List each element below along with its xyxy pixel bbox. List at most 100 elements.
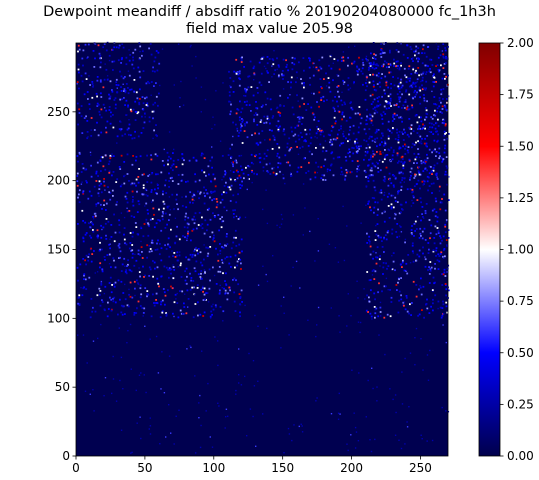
heatmap-cell xyxy=(273,50,275,52)
heatmap-cell xyxy=(78,304,81,306)
heatmap-cell xyxy=(369,169,372,172)
heatmap-cell xyxy=(144,325,146,327)
heatmap-cell xyxy=(241,107,244,110)
heatmap-cell xyxy=(370,135,373,138)
heatmap-cell xyxy=(119,70,121,73)
heatmap-cell xyxy=(400,203,403,206)
heatmap-cell xyxy=(348,138,351,141)
heatmap-cell xyxy=(437,230,440,232)
heatmap-cell xyxy=(149,248,152,250)
heatmap-cell xyxy=(373,153,376,156)
heatmap-cell xyxy=(433,76,436,79)
heatmap-cell xyxy=(176,193,178,196)
heatmap-cell xyxy=(136,211,139,213)
heatmap-cell xyxy=(337,59,339,62)
heatmap-cell xyxy=(446,271,449,273)
heatmap-cell xyxy=(250,153,253,156)
heatmap-cell xyxy=(444,133,446,135)
heatmap-cell xyxy=(437,139,439,142)
heatmap-cell xyxy=(405,262,408,265)
heatmap-cell xyxy=(390,194,393,197)
heatmap-cell xyxy=(379,306,382,309)
heatmap-cell xyxy=(225,181,227,184)
heatmap-cell xyxy=(137,135,140,138)
heatmap-cell xyxy=(194,375,196,377)
heatmap-cell xyxy=(300,78,302,80)
heatmap-cell xyxy=(373,98,376,101)
heatmap-cell xyxy=(358,372,360,374)
heatmap-cell xyxy=(392,128,394,131)
heatmap-cell xyxy=(124,195,127,198)
heatmap-cell xyxy=(438,99,441,102)
heatmap-cell xyxy=(112,195,114,197)
heatmap-cell xyxy=(114,281,117,284)
heatmap-cell xyxy=(192,280,195,282)
heatmap-cell xyxy=(428,148,431,151)
heatmap-cell xyxy=(100,203,102,206)
heatmap-cell xyxy=(447,95,450,98)
heatmap-cell xyxy=(369,158,372,161)
heatmap-cell xyxy=(435,247,438,249)
heatmap-cell xyxy=(107,163,110,165)
heatmap-cell xyxy=(417,140,419,143)
heatmap-cell xyxy=(434,109,436,112)
heatmap-cell xyxy=(393,217,396,220)
heatmap-cell xyxy=(191,218,194,221)
heatmap-cell xyxy=(353,81,355,84)
heatmap-cell xyxy=(376,111,379,114)
heatmap-cell xyxy=(405,108,408,111)
heatmap-cell xyxy=(356,168,359,170)
heatmap-cell xyxy=(235,279,237,282)
heatmap-cell xyxy=(370,122,373,124)
heatmap-cell xyxy=(367,143,370,146)
heatmap-cell xyxy=(301,123,303,125)
heatmap-cell xyxy=(403,128,405,131)
heatmap-cell xyxy=(397,106,400,108)
heatmap-cell xyxy=(340,60,343,62)
heatmap-cell xyxy=(76,266,79,269)
heatmap-cell xyxy=(354,447,357,449)
heatmap-cell xyxy=(415,284,418,286)
heatmap-cell xyxy=(324,158,327,161)
heatmap-cell xyxy=(429,126,431,129)
heatmap-cell xyxy=(356,170,359,173)
heatmap-cell xyxy=(246,121,248,124)
heatmap-cell xyxy=(369,243,371,245)
heatmap-cell xyxy=(425,55,428,58)
heatmap-cell xyxy=(327,77,330,79)
heatmap-cell xyxy=(417,127,420,130)
heatmap-cell xyxy=(89,151,92,154)
heatmap-cell xyxy=(378,236,380,239)
heatmap-cell xyxy=(278,65,280,68)
heatmap-cell xyxy=(440,64,442,67)
heatmap-cell xyxy=(177,183,180,185)
heatmap-cell xyxy=(203,311,206,314)
heatmap-cell xyxy=(132,155,134,157)
heatmap-cell xyxy=(142,70,145,72)
heatmap-cell xyxy=(337,261,340,263)
heatmap-cell xyxy=(237,73,240,76)
heatmap-cell xyxy=(107,301,109,304)
heatmap-cell xyxy=(259,161,262,164)
heatmap-cell xyxy=(88,276,91,279)
heatmap-cell xyxy=(376,256,379,259)
heatmap-cell xyxy=(296,124,299,127)
heatmap-cell xyxy=(148,174,151,176)
heatmap-cell xyxy=(82,191,84,194)
heatmap-cell xyxy=(240,262,242,265)
heatmap-cell xyxy=(133,182,136,185)
heatmap-cell xyxy=(425,80,428,83)
heatmap-cell xyxy=(387,230,390,232)
heatmap-cell xyxy=(131,200,134,203)
heatmap-cell xyxy=(123,88,126,90)
heatmap-cell xyxy=(266,222,269,225)
heatmap-cell xyxy=(342,79,344,82)
heatmap-cell xyxy=(148,428,150,430)
heatmap-cell xyxy=(293,63,296,66)
heatmap-cell xyxy=(339,144,341,147)
heatmap-cell xyxy=(400,298,403,301)
heatmap-cell xyxy=(92,389,94,391)
heatmap-cell xyxy=(86,137,89,140)
heatmap-cell xyxy=(177,208,179,211)
heatmap-cell xyxy=(213,240,216,243)
